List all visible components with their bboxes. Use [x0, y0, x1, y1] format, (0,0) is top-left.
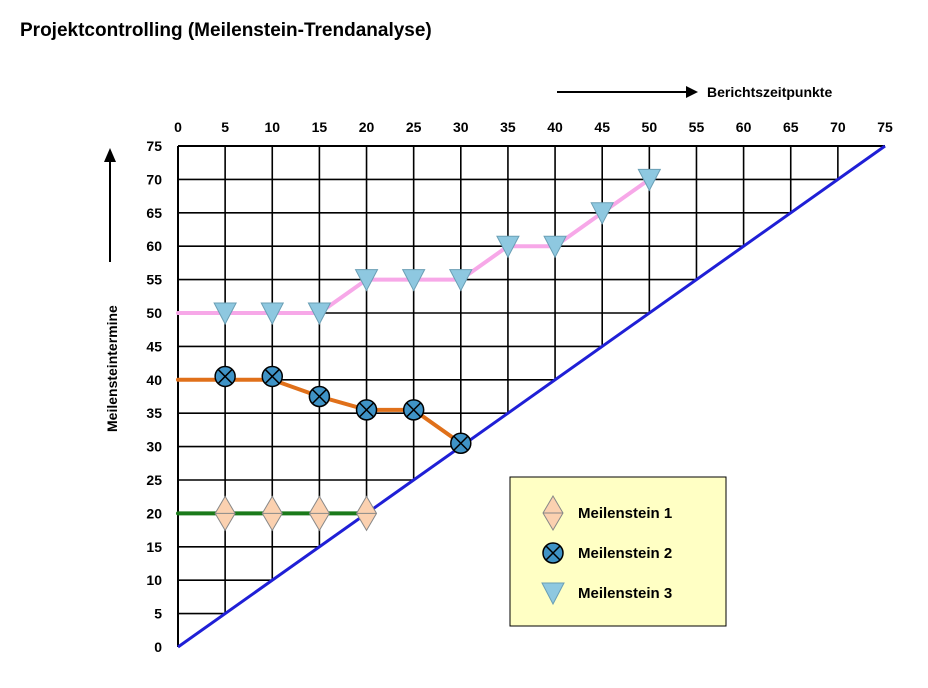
y-tick-label: 0: [154, 639, 162, 655]
x-tick-label: 20: [359, 119, 375, 135]
series-1-marker: [308, 495, 330, 532]
x-tick-label: 65: [783, 119, 799, 135]
y-tick-label: 30: [146, 439, 162, 455]
circle-x-marker-cross: [545, 545, 561, 561]
y-tick-label: 40: [146, 372, 162, 388]
y-tick-label: 75: [146, 138, 162, 154]
x-tick-label: 10: [264, 119, 280, 135]
triangle-marker-shape: [543, 235, 567, 259]
tick-labels: 0 5 10 15 20 25 30 35 40 45 50 55 60 65 70 75 0 5 10 15 20 25…: [146, 119, 893, 655]
triangle-marker-shape: [637, 168, 662, 192]
x-tick-label: 75: [877, 119, 893, 135]
circle-x-marker-cross: [406, 402, 422, 418]
series-3-marker: [496, 235, 520, 259]
x-tick-label: 45: [594, 119, 610, 135]
series-3-marker: [354, 269, 379, 292]
series-3-marker: [401, 269, 426, 292]
series-2-marker: [214, 365, 236, 388]
y-tick-label: 25: [146, 472, 162, 488]
diagonal-line: [177, 144, 886, 649]
x-tick-label: 25: [406, 119, 422, 135]
legend-label-2: Meilenstein 2: [578, 545, 672, 562]
x-tick-label: 40: [547, 119, 563, 135]
legend-marker-1: [542, 495, 564, 531]
legend-marker-3: [541, 582, 565, 606]
x-tick-label: 15: [312, 119, 328, 135]
triangle-marker-shape: [307, 302, 332, 326]
triangle-marker-shape: [260, 302, 285, 326]
triangle-marker-shape: [496, 235, 520, 259]
circle-x-marker-cross: [264, 368, 280, 384]
y-tick-label: 5: [154, 606, 162, 622]
x-tick-label: 60: [736, 119, 752, 135]
legend-marker-2: [542, 542, 564, 564]
y-axis-title: Meilensteintermine: [104, 305, 120, 432]
triangle-marker-shape: [590, 202, 615, 225]
triangle-marker-shape: [541, 582, 565, 606]
y-axis-title-group: Meilensteintermine: [104, 148, 120, 432]
y-tick-label: 15: [146, 539, 162, 555]
legend-label-1: Meilenstein 1: [578, 505, 672, 522]
triangle-marker-shape: [354, 269, 379, 292]
triangle-marker-shape: [213, 302, 237, 326]
x-axis-title-group: Berichtszeitpunkte: [557, 84, 832, 100]
series-2-marker: [355, 399, 378, 421]
series-2-marker: [450, 432, 472, 455]
series-3-marker: [448, 269, 473, 292]
y-tick-label: 60: [146, 238, 162, 254]
x-axis-title: Berichtszeitpunkte: [707, 84, 832, 100]
series-1-marker: [355, 495, 378, 532]
series-3-marker: [637, 168, 662, 192]
y-tick-label: 50: [146, 305, 162, 321]
y-tick-label: 35: [146, 405, 162, 421]
x-tick-label: 70: [830, 119, 846, 135]
x-tick-label: 35: [500, 119, 516, 135]
series-3-marker: [307, 302, 332, 326]
triangle-marker-shape: [448, 269, 473, 292]
axes: [177, 145, 885, 647]
series-3-marker: [260, 302, 285, 326]
legend: Meilenstein 1 Meilenstein 2 Meilenstein 3: [509, 476, 727, 627]
series-2-marker: [402, 399, 425, 421]
y-tick-label: 45: [146, 338, 162, 354]
x-tick-label: 50: [642, 119, 658, 135]
y-tick-label: 10: [146, 572, 162, 588]
series-markers: [213, 168, 662, 532]
y-tick-label: 20: [146, 505, 162, 521]
series-1-marker: [261, 495, 283, 532]
triangle-marker-shape: [401, 269, 426, 292]
series-1-marker: [214, 495, 236, 532]
x-tick-label: 5: [221, 119, 229, 135]
circle-x-marker-cross: [217, 368, 233, 384]
circle-x-marker-cross: [453, 435, 469, 451]
circle-x-marker-cross: [311, 388, 327, 405]
x-tick-label: 55: [689, 119, 705, 135]
y-axis-arrowhead-icon: [104, 148, 116, 162]
legend-label-3: Meilenstein 3: [578, 585, 672, 602]
y-tick-label: 55: [146, 272, 162, 288]
x-axis-arrowhead-icon: [686, 86, 698, 98]
series-2-marker: [308, 385, 331, 408]
y-tick-label: 70: [146, 171, 162, 187]
series-2-marker: [261, 365, 284, 388]
series-3-marker: [590, 202, 615, 225]
x-tick-label: 0: [174, 119, 182, 135]
series-3-marker: [213, 302, 237, 326]
x-tick-label: 30: [453, 119, 469, 135]
diagonal: [177, 144, 886, 649]
circle-x-marker-cross: [359, 402, 375, 418]
page-title: Projektcontrolling (Meilenstein-Trendana…: [20, 20, 432, 41]
y-tick-label: 65: [146, 205, 162, 221]
series-3-marker: [543, 235, 567, 259]
